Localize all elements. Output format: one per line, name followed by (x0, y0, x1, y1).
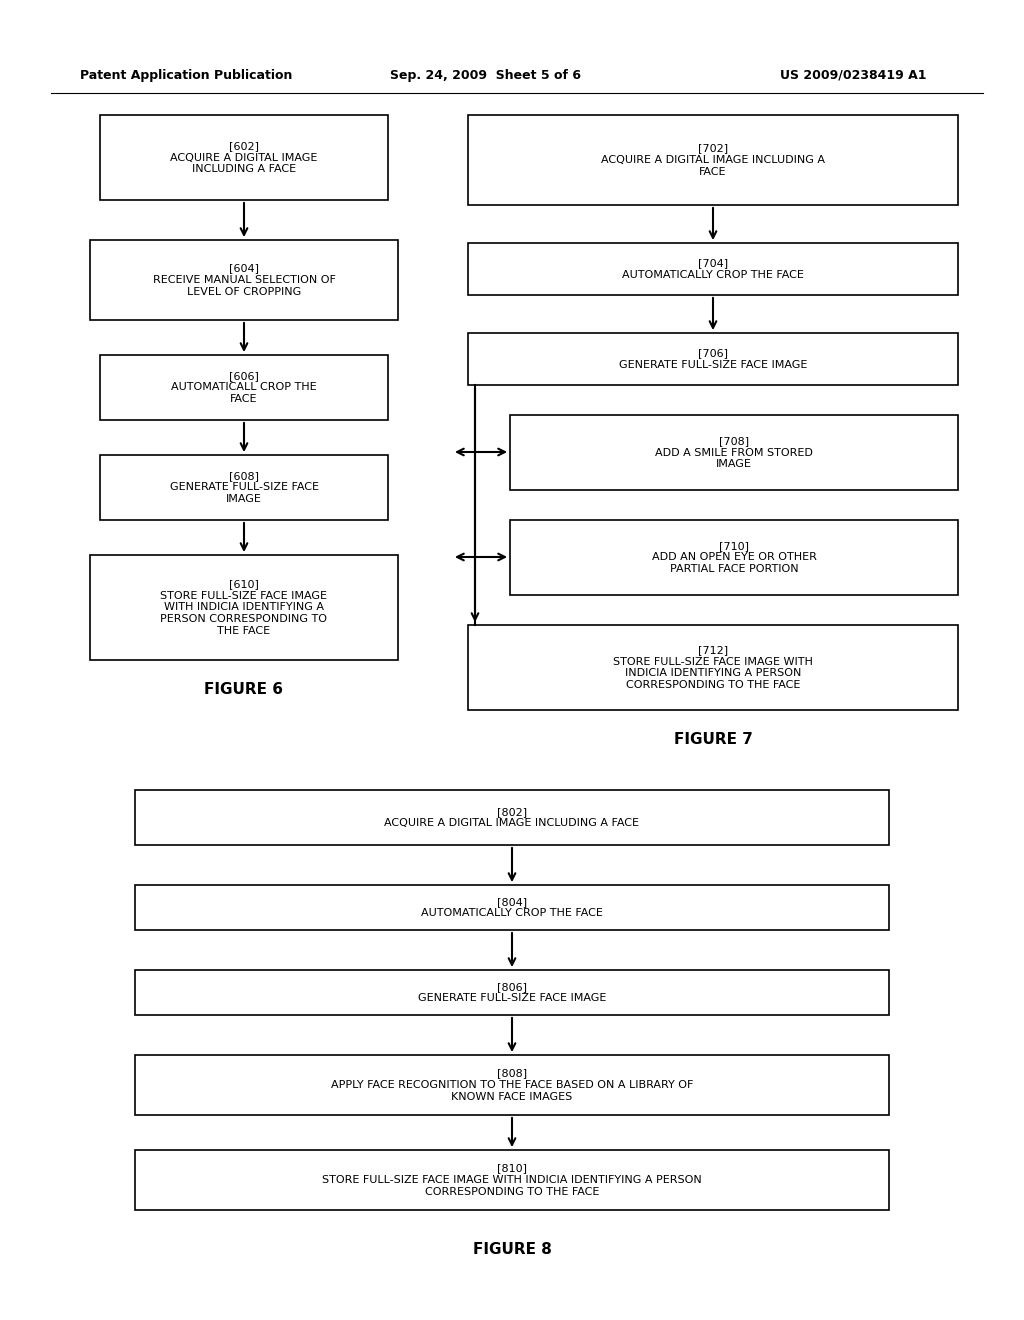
Bar (510, 520, 958, 595)
Bar (468, 115, 958, 205)
Bar (135, 1150, 889, 1210)
Text: FIGURE 8: FIGURE 8 (472, 1242, 552, 1258)
Text: [608]
GENERATE FULL-SIZE FACE
IMAGE: [608] GENERATE FULL-SIZE FACE IMAGE (170, 471, 318, 504)
Text: [804]
AUTOMATICALLY CROP THE FACE: [804] AUTOMATICALLY CROP THE FACE (421, 896, 603, 919)
Text: [602]
ACQUIRE A DIGITAL IMAGE
INCLUDING A FACE: [602] ACQUIRE A DIGITAL IMAGE INCLUDING … (170, 141, 317, 174)
Bar (468, 333, 958, 385)
Text: [808]
APPLY FACE RECOGNITION TO THE FACE BASED ON A LIBRARY OF
KNOWN FACE IMAGES: [808] APPLY FACE RECOGNITION TO THE FACE… (331, 1068, 693, 1102)
Bar (468, 624, 958, 710)
Bar (100, 355, 388, 420)
Text: [710]
ADD AN OPEN EYE OR OTHER
PARTIAL FACE PORTION: [710] ADD AN OPEN EYE OR OTHER PARTIAL F… (651, 541, 816, 574)
Text: [712]
STORE FULL-SIZE FACE IMAGE WITH
INDICIA IDENTIFYING A PERSON
CORRESPONDING: [712] STORE FULL-SIZE FACE IMAGE WITH IN… (613, 645, 813, 690)
Bar (135, 789, 889, 845)
Text: US 2009/0238419 A1: US 2009/0238419 A1 (780, 69, 927, 82)
Bar (135, 884, 889, 931)
Text: [610]
STORE FULL-SIZE FACE IMAGE
WITH INDICIA IDENTIFYING A
PERSON CORRESPONDING: [610] STORE FULL-SIZE FACE IMAGE WITH IN… (161, 579, 328, 636)
Bar (510, 414, 958, 490)
Text: FIGURE 6: FIGURE 6 (205, 682, 284, 697)
Text: [606]
AUTOMATICALL CROP THE
FACE: [606] AUTOMATICALL CROP THE FACE (171, 371, 316, 404)
Bar (468, 243, 958, 294)
Text: [802]
ACQUIRE A DIGITAL IMAGE INCLUDING A FACE: [802] ACQUIRE A DIGITAL IMAGE INCLUDING … (384, 807, 640, 829)
Text: [704]
AUTOMATICALLY CROP THE FACE: [704] AUTOMATICALLY CROP THE FACE (622, 259, 804, 280)
Text: Sep. 24, 2009  Sheet 5 of 6: Sep. 24, 2009 Sheet 5 of 6 (390, 69, 581, 82)
Text: [702]
ACQUIRE A DIGITAL IMAGE INCLUDING A
FACE: [702] ACQUIRE A DIGITAL IMAGE INCLUDING … (601, 144, 825, 177)
Text: [604]
RECEIVE MANUAL SELECTION OF
LEVEL OF CROPPING: [604] RECEIVE MANUAL SELECTION OF LEVEL … (153, 264, 336, 297)
Bar (100, 115, 388, 201)
Text: Patent Application Publication: Patent Application Publication (80, 69, 293, 82)
Text: [806]
GENERATE FULL-SIZE FACE IMAGE: [806] GENERATE FULL-SIZE FACE IMAGE (418, 982, 606, 1003)
Text: [810]
STORE FULL-SIZE FACE IMAGE WITH INDICIA IDENTIFYING A PERSON
CORRESPONDING: [810] STORE FULL-SIZE FACE IMAGE WITH IN… (323, 1163, 701, 1197)
Text: [706]
GENERATE FULL-SIZE FACE IMAGE: [706] GENERATE FULL-SIZE FACE IMAGE (618, 348, 807, 370)
Bar (90, 240, 398, 319)
Text: [708]
ADD A SMILE FROM STORED
IMAGE: [708] ADD A SMILE FROM STORED IMAGE (655, 436, 813, 469)
Bar (100, 455, 388, 520)
Bar (135, 970, 889, 1015)
Bar (90, 554, 398, 660)
Text: FIGURE 7: FIGURE 7 (674, 733, 753, 747)
Bar (135, 1055, 889, 1115)
